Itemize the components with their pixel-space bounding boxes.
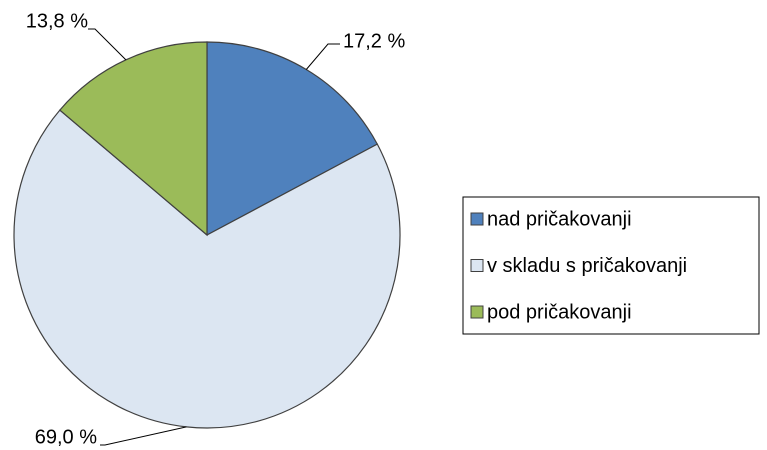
pie-slice	[13, 109, 401, 429]
legend-label: pod pričakovanji	[487, 301, 632, 323]
leader-line	[100, 426, 187, 446]
data-label: 13,8 %	[26, 10, 88, 32]
legend-label: v skladu s pričakovanji	[487, 255, 687, 277]
legend-box	[462, 196, 760, 335]
legend-label: nad pričakovanji	[487, 208, 632, 230]
leader-line	[305, 43, 340, 70]
pie-slice	[206, 41, 379, 237]
data-label: 17,2 %	[343, 30, 405, 52]
legend-swatch	[470, 259, 484, 272]
leader-line	[88, 28, 127, 61]
legend-swatch	[470, 212, 484, 226]
legend-swatch	[470, 305, 484, 319]
pie-slice	[59, 41, 208, 237]
data-label: 69,0 %	[35, 426, 97, 448]
